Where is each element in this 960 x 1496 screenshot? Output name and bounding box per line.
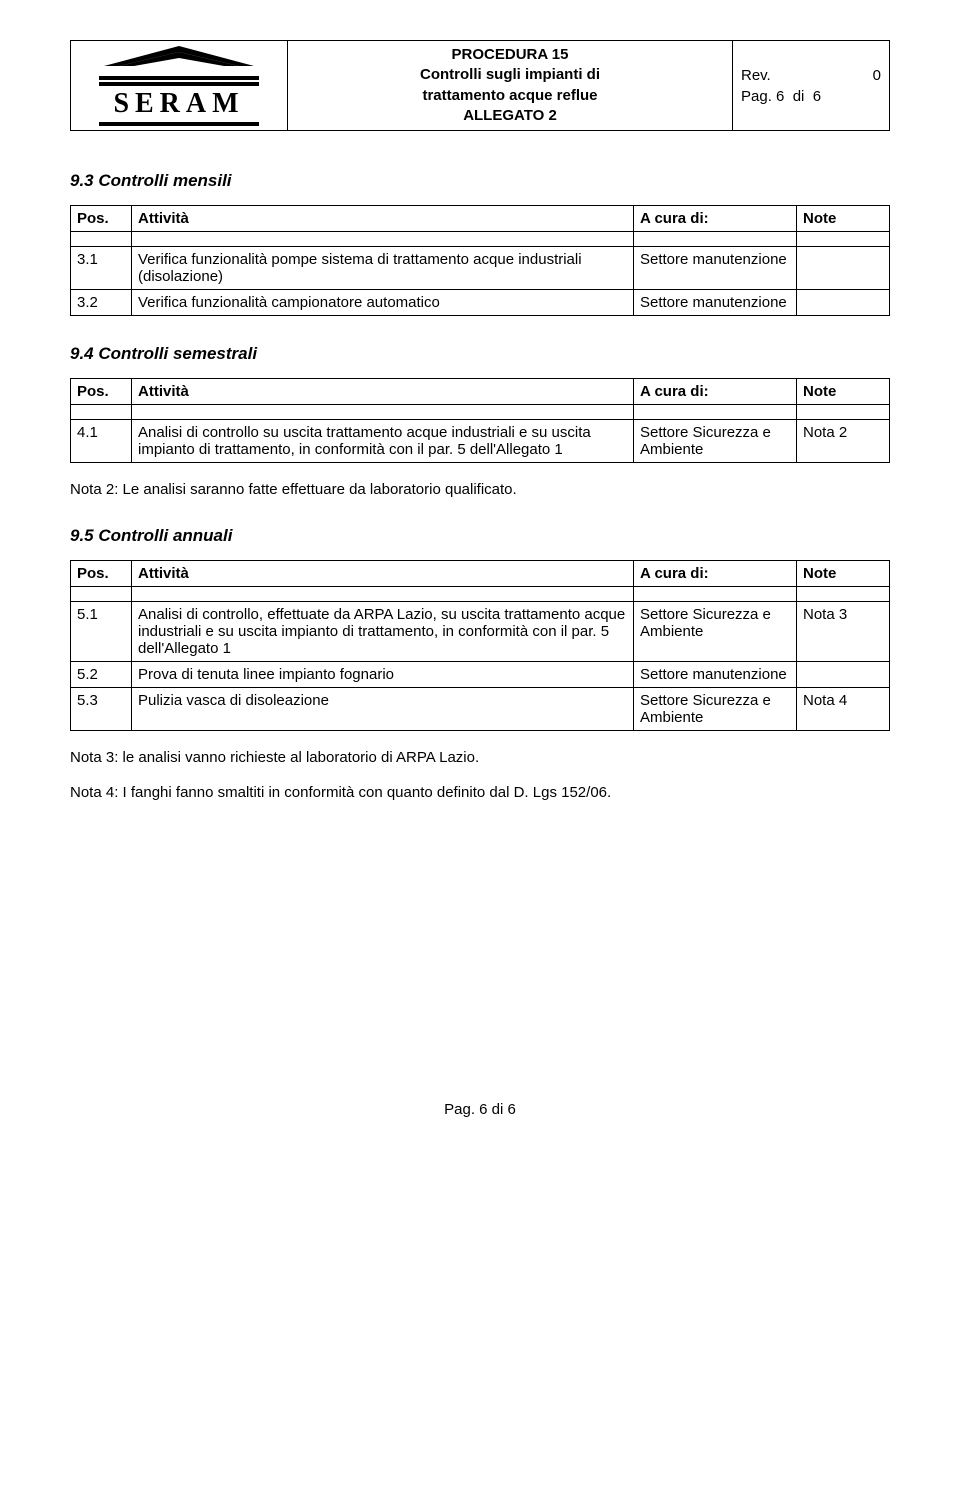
pag-of-label: di: [793, 88, 805, 105]
th-attivita: Attività: [132, 379, 634, 405]
page-footer: Pag. 6 di 6: [70, 1101, 890, 1118]
section-heading-95: 9.5 Controlli annuali: [70, 526, 890, 546]
pag-value: 6: [776, 88, 784, 105]
table-93: Pos. Attività A cura di: Note 3.1 Verifi…: [70, 205, 890, 316]
th-note: Note: [797, 206, 890, 232]
footnote-3: Nota 3: le analisi vanno richieste al la…: [70, 749, 890, 766]
cell-attivita: Analisi di controllo su uscita trattamen…: [132, 420, 634, 463]
rev-label: Rev.: [741, 65, 771, 86]
table-95: Pos. Attività A cura di: Note 5.1 Analis…: [70, 560, 890, 731]
title-line: trattamento acque reflue: [296, 86, 724, 106]
th-pos: Pos.: [71, 206, 132, 232]
cell-note: [797, 247, 890, 290]
th-note: Note: [797, 379, 890, 405]
cell-cura: Settore manutenzione: [634, 290, 797, 316]
th-attivita: Attività: [132, 561, 634, 587]
cell-pos: 4.1: [71, 420, 132, 463]
table-row: 3.1 Verifica funzionalità pompe sistema …: [71, 247, 890, 290]
cell-attivita: Prova di tenuta linee impianto fognario: [132, 662, 634, 688]
header-table: SERAM PROCEDURA 15 Controlli sugli impia…: [70, 40, 890, 131]
page: SERAM PROCEDURA 15 Controlli sugli impia…: [0, 0, 960, 1158]
th-pos: Pos.: [71, 561, 132, 587]
logo: SERAM: [99, 46, 259, 126]
table-row: 5.2 Prova di tenuta linee impianto fogna…: [71, 662, 890, 688]
pag-total: 6: [813, 88, 821, 105]
cell-attivita: Pulizia vasca di disoleazione: [132, 688, 634, 731]
th-pos: Pos.: [71, 379, 132, 405]
cell-note: Nota 4: [797, 688, 890, 731]
cell-cura: Settore Sicurezza e Ambiente: [634, 688, 797, 731]
cell-cura: Settore Sicurezza e Ambiente: [634, 602, 797, 662]
table-row: 4.1 Analisi di controllo su uscita tratt…: [71, 420, 890, 463]
cell-cura: Settore manutenzione: [634, 662, 797, 688]
cell-note: [797, 290, 890, 316]
cell-pos: 5.3: [71, 688, 132, 731]
cell-cura: Settore manutenzione: [634, 247, 797, 290]
logo-roof-icon: [99, 46, 259, 74]
section-heading-94: 9.4 Controlli semestrali: [70, 344, 890, 364]
th-attivita: Attività: [132, 206, 634, 232]
cell-note: Nota 3: [797, 602, 890, 662]
cell-pos: 5.2: [71, 662, 132, 688]
table-row: 5.3 Pulizia vasca di disoleazione Settor…: [71, 688, 890, 731]
cell-note: Nota 2: [797, 420, 890, 463]
cell-note: [797, 662, 890, 688]
table-94: Pos. Attività A cura di: Note 4.1 Analis…: [70, 378, 890, 463]
logo-text: SERAM: [99, 88, 259, 120]
title-line: PROCEDURA 15: [296, 45, 724, 65]
th-cura: A cura di:: [634, 561, 797, 587]
rev-value: 0: [873, 65, 881, 86]
logo-bars: [99, 76, 259, 86]
doc-meta: Rev. 0 Pag. 6 di 6: [733, 41, 890, 131]
title-line: Controlli sugli impianti di: [296, 65, 724, 85]
th-cura: A cura di:: [634, 206, 797, 232]
cell-cura: Settore Sicurezza e Ambiente: [634, 420, 797, 463]
cell-pos: 3.2: [71, 290, 132, 316]
cell-attivita: Verifica funzionalità campionatore autom…: [132, 290, 634, 316]
doc-title: PROCEDURA 15 Controlli sugli impianti di…: [288, 41, 733, 131]
table-row: 5.1 Analisi di controllo, effettuate da …: [71, 602, 890, 662]
cell-attivita: Verifica funzionalità pompe sistema di t…: [132, 247, 634, 290]
section-heading-93: 9.3 Controlli mensili: [70, 171, 890, 191]
footnote-4: Nota 4: I fanghi fanno smaltiti in confo…: [70, 784, 890, 801]
cell-pos: 3.1: [71, 247, 132, 290]
cell-attivita: Analisi di controllo, effettuate da ARPA…: [132, 602, 634, 662]
th-note: Note: [797, 561, 890, 587]
footnote-2: Nota 2: Le analisi saranno fatte effettu…: [70, 481, 890, 498]
cell-pos: 5.1: [71, 602, 132, 662]
table-row: 3.2 Verifica funzionalità campionatore a…: [71, 290, 890, 316]
title-line: ALLEGATO 2: [296, 106, 724, 126]
logo-cell: SERAM: [71, 41, 288, 131]
th-cura: A cura di:: [634, 379, 797, 405]
pag-label: Pag.: [741, 88, 772, 105]
